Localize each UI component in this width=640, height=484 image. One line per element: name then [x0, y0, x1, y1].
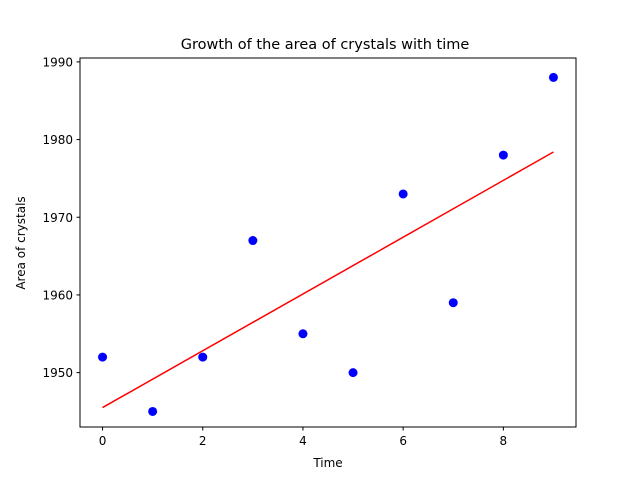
- data-marks: [98, 72, 558, 416]
- x-tick-label: 2: [199, 434, 207, 448]
- x-tick-label: 0: [99, 434, 107, 448]
- y-axis: 1950 1960 1970 1980 1990: [42, 55, 80, 380]
- data-point: [498, 150, 508, 160]
- data-point: [298, 329, 308, 339]
- x-axis-label: Time: [312, 456, 342, 470]
- x-tick-label: 8: [500, 434, 508, 448]
- data-point: [148, 406, 158, 416]
- plot-area: [79, 57, 577, 428]
- y-tick-label: 1980: [42, 133, 73, 147]
- x-tick-label: 6: [399, 434, 407, 448]
- y-tick-label: 1990: [42, 55, 73, 69]
- data-point: [98, 352, 108, 362]
- data-point: [348, 368, 358, 378]
- data-point: [448, 298, 458, 308]
- y-axis-label: Area of crystals: [14, 196, 28, 289]
- x-axis: 0 2 4 6 8: [99, 427, 507, 448]
- x-tick-label: 4: [299, 434, 307, 448]
- trend-line: [102, 151, 554, 409]
- data-point: [248, 236, 258, 246]
- y-tick-label: 1970: [42, 211, 73, 225]
- data-point: [548, 72, 558, 82]
- y-tick-label: 1960: [42, 288, 73, 302]
- chart-title: Growth of the area of crystals with time: [181, 37, 470, 53]
- data-point: [198, 352, 208, 362]
- y-tick-label: 1950: [42, 366, 73, 380]
- data-point: [398, 189, 408, 199]
